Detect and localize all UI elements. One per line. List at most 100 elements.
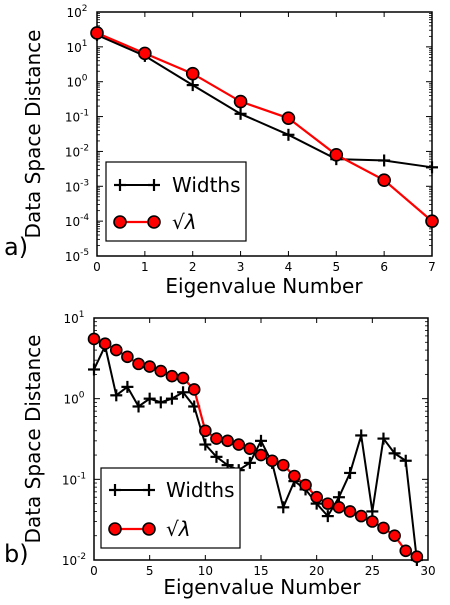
- data-point-sqrt-lambda: [98, 337, 112, 351]
- data-point-widths: [282, 128, 295, 141]
- data-point-sqrt-lambda: [388, 529, 401, 543]
- data-point-sqrt-lambda: [377, 173, 391, 187]
- x-tick-label: 30: [420, 564, 435, 578]
- data-point-widths: [210, 450, 223, 463]
- x-tick-label: 1: [141, 260, 149, 274]
- data-point-sqrt-lambda: [138, 46, 152, 61]
- data-point-widths: [377, 432, 390, 445]
- series-line-widths: [96, 34, 433, 169]
- y-tick-label: 102: [66, 4, 87, 20]
- x-tick-label: 7: [428, 260, 436, 274]
- legend-marker-widths: [148, 179, 160, 191]
- y-tick-label: 10-2: [62, 552, 86, 568]
- x-tick-label: 0: [90, 564, 98, 578]
- data-point-widths: [321, 510, 334, 523]
- x-tick-label: 5: [146, 564, 154, 578]
- data-point-widths: [110, 389, 123, 402]
- y-tick-label: 101: [63, 310, 84, 326]
- data-point-widths: [388, 447, 401, 460]
- data-point-sqrt-lambda: [425, 214, 439, 228]
- x-tick-label: 5: [332, 260, 340, 274]
- data-point-sqrt-lambda: [109, 343, 123, 357]
- data-point-widths: [132, 400, 145, 413]
- data-point-sqrt-lambda: [210, 432, 223, 445]
- legend-box-a: [105, 161, 247, 242]
- panel-label-b: b): [4, 540, 29, 568]
- x-tick-label: 20: [309, 564, 324, 578]
- panel-label-a: a): [4, 233, 28, 261]
- data-point-sqrt-lambda: [310, 490, 323, 504]
- legend-marker-widths: [114, 179, 126, 191]
- data-point-sqrt-lambda: [154, 364, 168, 378]
- data-point-widths: [426, 161, 438, 174]
- data-point-widths: [355, 429, 368, 442]
- data-point-widths: [177, 386, 190, 399]
- data-point-sqrt-lambda: [87, 332, 101, 346]
- data-point-sqrt-lambda: [232, 438, 246, 451]
- series-line-sqrt-lambda: [96, 31, 433, 222]
- series-layer-b: [87, 332, 424, 566]
- legend-marker-widths: [143, 484, 155, 496]
- plot-frame-a: [96, 11, 433, 257]
- y-ticks-b: 10-2 10-1 100 101: [62, 310, 428, 568]
- y-tick-label: 10-2: [65, 143, 89, 159]
- data-point-sqrt-lambda: [176, 371, 190, 385]
- x-tick-label: 2: [189, 260, 197, 274]
- y-axis-label-a: Data Space Distance: [21, 30, 45, 239]
- y-tick-label: 100: [63, 391, 84, 407]
- data-point-sqrt-lambda: [281, 111, 296, 125]
- x-tick-label: 10: [198, 564, 213, 578]
- data-point-sqrt-lambda: [143, 360, 156, 373]
- data-point-sqrt-lambda: [243, 442, 257, 455]
- legend-marker-sqrt-lambda: [113, 215, 127, 229]
- data-point-sqrt-lambda: [121, 350, 134, 364]
- legend-b: Widths √λ: [100, 467, 241, 549]
- data-point-widths: [199, 438, 212, 451]
- data-point-sqrt-lambda: [233, 94, 248, 109]
- x-axis-label-b: Eigenvalue Number: [163, 575, 361, 599]
- legend-label-sqrt-lambda: √λ: [166, 517, 191, 541]
- data-point-widths: [378, 154, 391, 167]
- data-point-sqrt-lambda: [90, 26, 104, 40]
- legend-marker-sqrt-lambda: [142, 522, 156, 536]
- data-point-sqrt-lambda: [377, 521, 390, 535]
- y-tick-label: 10-4: [65, 213, 90, 229]
- data-point-sqrt-lambda: [354, 509, 368, 523]
- x-axis-label-a: Eigenvalue Number: [165, 274, 363, 298]
- data-point-sqrt-lambda: [254, 448, 268, 462]
- y-ticks-a: 10-5 10-4 10-3 10-2 10-1 100 101 102: [65, 4, 432, 264]
- data-point-sqrt-lambda: [410, 550, 424, 563]
- data-point-widths: [255, 434, 267, 447]
- data-point-widths: [154, 396, 167, 409]
- data-point-widths: [344, 466, 357, 479]
- data-point-sqrt-lambda: [288, 469, 301, 483]
- legend-box-b: [100, 467, 241, 549]
- data-point-sqrt-lambda: [299, 478, 312, 492]
- data-point-widths: [399, 454, 412, 467]
- data-point-sqrt-lambda: [276, 458, 290, 472]
- x-tick-label: 3: [237, 260, 245, 274]
- data-point-widths: [277, 501, 290, 514]
- data-point-widths: [143, 392, 156, 405]
- data-point-widths: [88, 363, 100, 376]
- data-point-sqrt-lambda: [221, 434, 234, 448]
- x-ticks-a: 0 1 2 3 4 5 6 7: [93, 12, 436, 274]
- y-tick-label: 100: [66, 74, 87, 90]
- data-point-sqrt-lambda: [187, 383, 201, 396]
- data-point-sqrt-lambda: [185, 66, 200, 81]
- data-point-sqrt-lambda: [343, 505, 357, 518]
- y-tick-label: 101: [66, 39, 87, 55]
- x-tick-label: 4: [285, 260, 293, 274]
- x-tick-label: 25: [365, 564, 380, 578]
- x-tick-label: 0: [93, 260, 101, 274]
- data-point-sqrt-lambda: [399, 544, 413, 558]
- data-point-widths: [234, 107, 247, 120]
- legend-a: Widths √λ: [105, 161, 247, 242]
- data-point-sqrt-lambda: [165, 369, 179, 383]
- legend-label-widths: Widths: [166, 478, 235, 502]
- data-point-sqrt-lambda: [321, 497, 335, 510]
- data-point-sqrt-lambda: [132, 357, 145, 371]
- data-point-widths: [121, 380, 134, 393]
